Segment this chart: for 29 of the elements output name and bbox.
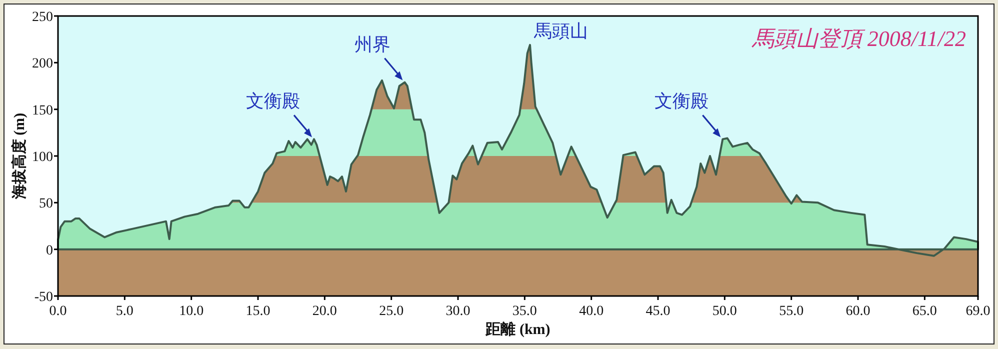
x-tick-label: 40.0: [579, 304, 604, 319]
y-axis-title: 海拔高度 (m): [10, 112, 28, 200]
y-tick-label: 50: [39, 196, 53, 212]
x-tick-label: 30.0: [446, 304, 470, 319]
x-tick-label: 45.0: [646, 304, 670, 319]
x-tick-label: 50.0: [712, 304, 737, 319]
y-tick-label: 250: [32, 10, 53, 25]
x-tick-label: 5.0: [116, 304, 134, 319]
x-tick-label: 55.0: [779, 304, 804, 319]
text: 馬頭山登頂 2008/11/22: [750, 26, 966, 51]
x-tick-label: 15.0: [246, 304, 270, 319]
annotation: 文衡殿: [246, 91, 300, 112]
y-tick-label: -50: [34, 290, 53, 305]
annotation: 馬頭山: [533, 20, 588, 41]
y-tick-label: 100: [32, 150, 53, 165]
annotation: 州界: [354, 34, 391, 54]
y-tick-label: 0: [46, 243, 53, 258]
x-tick-label: 20.0: [312, 304, 337, 319]
x-tick-label: 35.0: [512, 304, 537, 319]
y-tick-label: 200: [32, 56, 53, 72]
annotation: 文衡殿: [654, 91, 709, 112]
x-tick-label: 25.0: [379, 304, 404, 319]
x-tick-label: 60.0: [846, 304, 870, 319]
x-tick-label: 0.0: [49, 304, 67, 319]
x-tick-label: 69.0: [966, 304, 990, 319]
x-axis-title: 距離 (km): [484, 321, 550, 338]
x-tick-label: 10.0: [179, 304, 204, 319]
x-tick-label: 65.0: [912, 304, 937, 319]
y-tick-label: 150: [32, 103, 53, 118]
